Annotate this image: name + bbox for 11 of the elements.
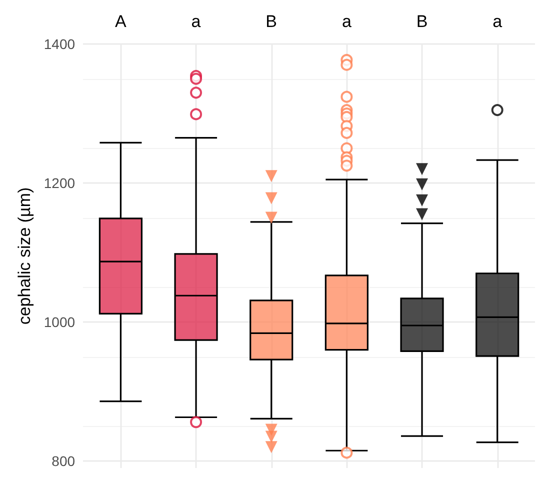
text: a [191,12,202,31]
text: B [416,12,428,31]
text: a [342,12,352,31]
text: a [492,12,503,31]
text: A [115,12,128,31]
y-tick-label: 800 [52,453,76,470]
y-tick-label: 1400 [44,36,76,52]
y-axis-title: cephalic size (µm) [15,187,34,325]
y-tick-label: 1000 [44,314,76,330]
text: B [266,12,278,31]
y-tick-label: 1200 [44,175,76,192]
